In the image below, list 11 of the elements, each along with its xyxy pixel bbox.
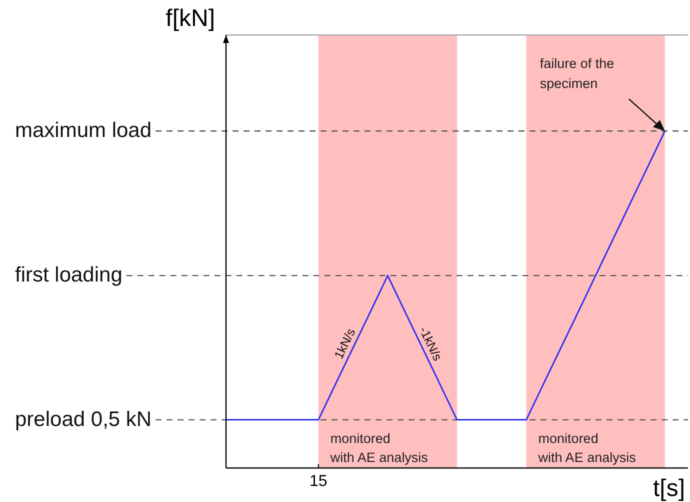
- y-axis-title: f[kN]: [166, 5, 215, 32]
- ref-line-label: maximum load: [15, 119, 152, 142]
- text: 15: [310, 473, 328, 490]
- annotation: monitored with AE analysis: [329, 431, 428, 465]
- x-axis-title: t[s]: [652, 475, 685, 502]
- annotation: -1kN/s: [416, 324, 445, 364]
- ref-line-label: preload 0,5 kN: [15, 408, 152, 431]
- annotation: 1kN/s: [332, 326, 358, 362]
- ref-line-label: first loading: [15, 264, 122, 287]
- annotation: monitored with AE analysis: [537, 431, 636, 465]
- text: failure of the specimen: [540, 56, 614, 91]
